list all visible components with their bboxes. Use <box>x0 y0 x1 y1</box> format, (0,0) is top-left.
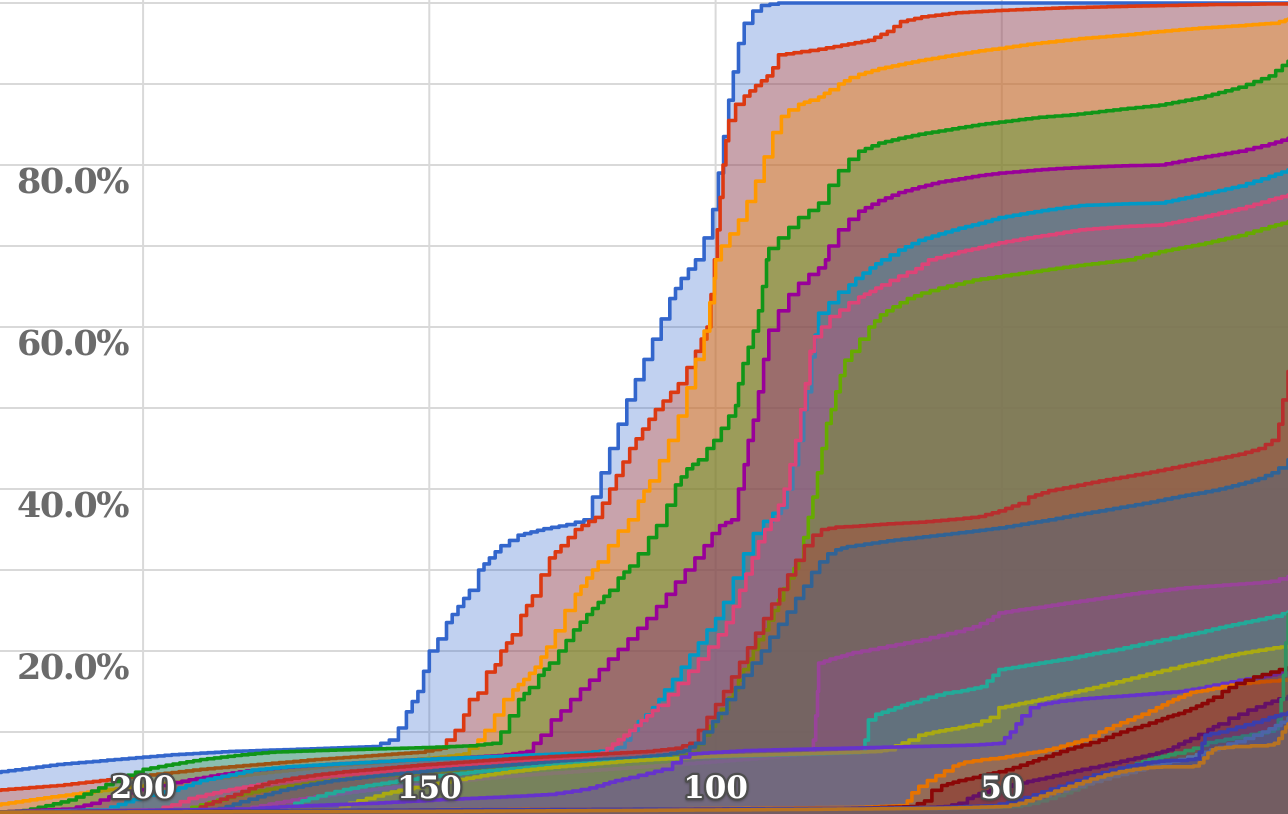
y-tick-label: 40.0% <box>17 485 129 526</box>
y-tick-label: 20.0% <box>17 647 129 688</box>
series-area <box>0 723 1288 814</box>
series-line <box>0 722 1288 814</box>
series-area <box>0 614 1288 814</box>
series-area <box>0 371 1288 814</box>
series-area <box>0 718 1288 814</box>
series-area <box>0 712 1288 814</box>
series-line <box>0 1 1288 775</box>
series-line <box>0 59 1288 814</box>
x-tick-label: 200 <box>111 770 176 806</box>
series-area <box>0 169 1288 814</box>
y-axis-labels: 80.0% 60.0% 40.0% 20.0% <box>17 161 131 688</box>
series-line <box>0 369 1288 814</box>
x-tick-label: 100 <box>683 770 748 806</box>
series-area <box>0 646 1288 814</box>
series-7 <box>0 193 1288 814</box>
series-area <box>0 668 1288 814</box>
series-area <box>0 138 1288 814</box>
series-area <box>0 19 1288 814</box>
series-line <box>0 136 1288 814</box>
series-21 <box>0 722 1288 814</box>
series-area <box>0 3 1288 814</box>
series-area <box>0 3 1288 814</box>
series-line <box>0 193 1288 814</box>
x-axis-labels: 200 150 100 50 <box>108 768 1025 809</box>
series-11 <box>0 574 1288 814</box>
series-9 <box>0 369 1288 814</box>
y-tick-label: 60.0% <box>17 323 129 364</box>
y-tick-label: 80.0% <box>17 161 129 202</box>
series-line <box>0 168 1288 814</box>
x-tick-label: 150 <box>397 770 462 806</box>
series-6 <box>0 168 1288 814</box>
series-line <box>0 574 1288 814</box>
series-line <box>0 1 1288 793</box>
series-area <box>0 221 1288 814</box>
x-tick-label: 50 <box>980 770 1023 806</box>
series-area <box>0 195 1288 814</box>
series-area <box>0 576 1288 814</box>
series-line <box>0 458 1288 814</box>
series-5 <box>0 136 1288 814</box>
series-area <box>0 696 1288 814</box>
